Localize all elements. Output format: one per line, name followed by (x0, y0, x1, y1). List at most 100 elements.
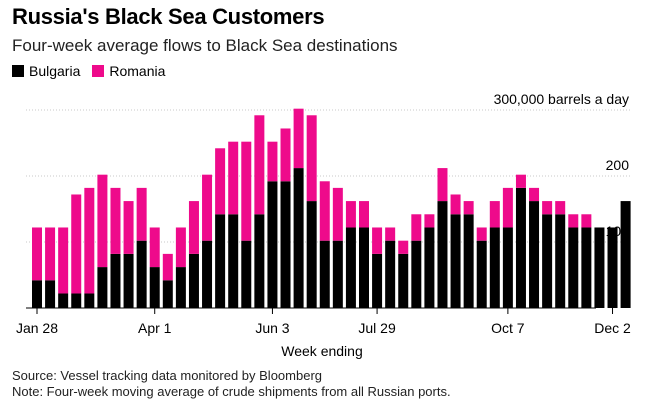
bar-romania (58, 227, 69, 294)
legend-label-romania: Romania (109, 63, 166, 79)
bar-romania (411, 214, 422, 241)
bar-romania (398, 240, 409, 254)
bar-bulgaria (84, 293, 95, 308)
bar-romania (254, 115, 265, 215)
bar-bulgaria (254, 214, 265, 308)
bar-bulgaria (306, 201, 317, 308)
bar-romania (228, 141, 239, 215)
bar-bulgaria (175, 267, 186, 308)
bar-bulgaria (123, 253, 134, 308)
bar-romania (149, 227, 160, 268)
y-tick-label: 200 (606, 157, 630, 173)
bar-bulgaria (32, 280, 42, 308)
legend-swatch-bulgaria (12, 65, 24, 77)
bar-bulgaria (502, 227, 513, 308)
bar-bulgaria (385, 240, 396, 308)
bar-bulgaria (293, 168, 304, 308)
x-tick-label: Jul 29 (358, 320, 396, 336)
legend: Bulgaria Romania (12, 63, 177, 79)
bar-bulgaria (542, 214, 553, 308)
bar-romania (175, 227, 186, 268)
bar-bulgaria (620, 201, 631, 308)
bar-bulgaria (529, 201, 540, 308)
chart-subtitle: Four-week average flows to Black Sea des… (12, 36, 398, 55)
bar-romania (280, 128, 291, 182)
x-tick-label: Jun 3 (255, 320, 289, 336)
bar-romania (555, 201, 566, 215)
bar-romania (71, 194, 82, 294)
bar-romania (97, 174, 108, 268)
bar-romania (581, 214, 592, 228)
bar-romania (202, 174, 213, 241)
bar-bulgaria (515, 187, 526, 308)
x-axis-title: Week ending (281, 343, 362, 359)
bar-bulgaria (555, 214, 566, 308)
bar-bulgaria (568, 227, 579, 308)
bar-romania (123, 201, 134, 254)
bar-bulgaria (581, 227, 592, 308)
bar-bulgaria (398, 253, 409, 308)
bar-romania (359, 201, 369, 228)
bar-bulgaria (489, 227, 500, 308)
bar-bulgaria (411, 240, 422, 308)
bar-romania (424, 214, 435, 228)
bar-romania (32, 227, 42, 281)
bar-bulgaria (319, 240, 330, 308)
bar-romania (332, 187, 343, 241)
bar-romania (306, 115, 317, 202)
bar-romania (293, 108, 304, 169)
bar-bulgaria (280, 181, 291, 308)
bar-romania (241, 141, 252, 241)
bar-bulgaria (424, 227, 435, 308)
legend-item-romania: Romania (92, 63, 165, 79)
bar-romania (215, 148, 226, 215)
bar-romania (463, 201, 474, 215)
bar-bulgaria (437, 201, 448, 308)
bar-bulgaria (97, 267, 108, 308)
bar-romania (450, 194, 461, 215)
bar-bulgaria (450, 214, 461, 308)
bar-bulgaria (345, 227, 356, 308)
bar-bulgaria (202, 240, 213, 308)
bar-bulgaria (71, 293, 82, 308)
bar-romania (345, 201, 356, 228)
bar-bulgaria (136, 240, 147, 308)
x-tick-label: Apr 1 (138, 320, 172, 336)
bar-romania (188, 201, 199, 254)
bar-bulgaria (607, 227, 618, 308)
bar-romania (502, 187, 513, 228)
bar-romania (110, 187, 121, 254)
bar-bulgaria (476, 240, 487, 308)
bar-bulgaria (594, 227, 605, 308)
legend-label-bulgaria: Bulgaria (29, 63, 81, 79)
bar-romania (542, 201, 553, 215)
bar-romania (476, 227, 487, 241)
y-tick-label: 300,000 barrels a day (494, 91, 629, 107)
source-note: Source: Vessel tracking data monitored b… (12, 368, 323, 383)
bar-bulgaria (463, 214, 474, 308)
chart-title: Russia's Black Sea Customers (12, 4, 325, 29)
bar-romania (437, 168, 448, 202)
x-tick-label: Jan 28 (16, 320, 58, 336)
bar-romania (489, 201, 500, 228)
bar-bulgaria (149, 267, 160, 308)
bar-bulgaria (110, 253, 121, 308)
bar-romania (136, 187, 147, 241)
x-tick-label: Oct 7 (491, 320, 525, 336)
bar-bulgaria (359, 227, 369, 308)
bar-romania (162, 253, 173, 281)
bar-bulgaria (332, 240, 343, 308)
bar-romania (319, 181, 330, 241)
bar-romania (529, 187, 540, 202)
bar-bulgaria (188, 253, 199, 308)
bar-romania (372, 227, 383, 254)
footnote: Note: Four-week moving average of crude … (12, 384, 451, 399)
bar-bulgaria (162, 280, 173, 308)
bar-romania (45, 227, 56, 281)
bar-romania (568, 214, 579, 228)
legend-item-bulgaria: Bulgaria (12, 63, 80, 79)
x-tick-label: Dec 2 (594, 320, 631, 336)
bar-romania (84, 187, 95, 294)
bar-bulgaria (215, 214, 226, 308)
